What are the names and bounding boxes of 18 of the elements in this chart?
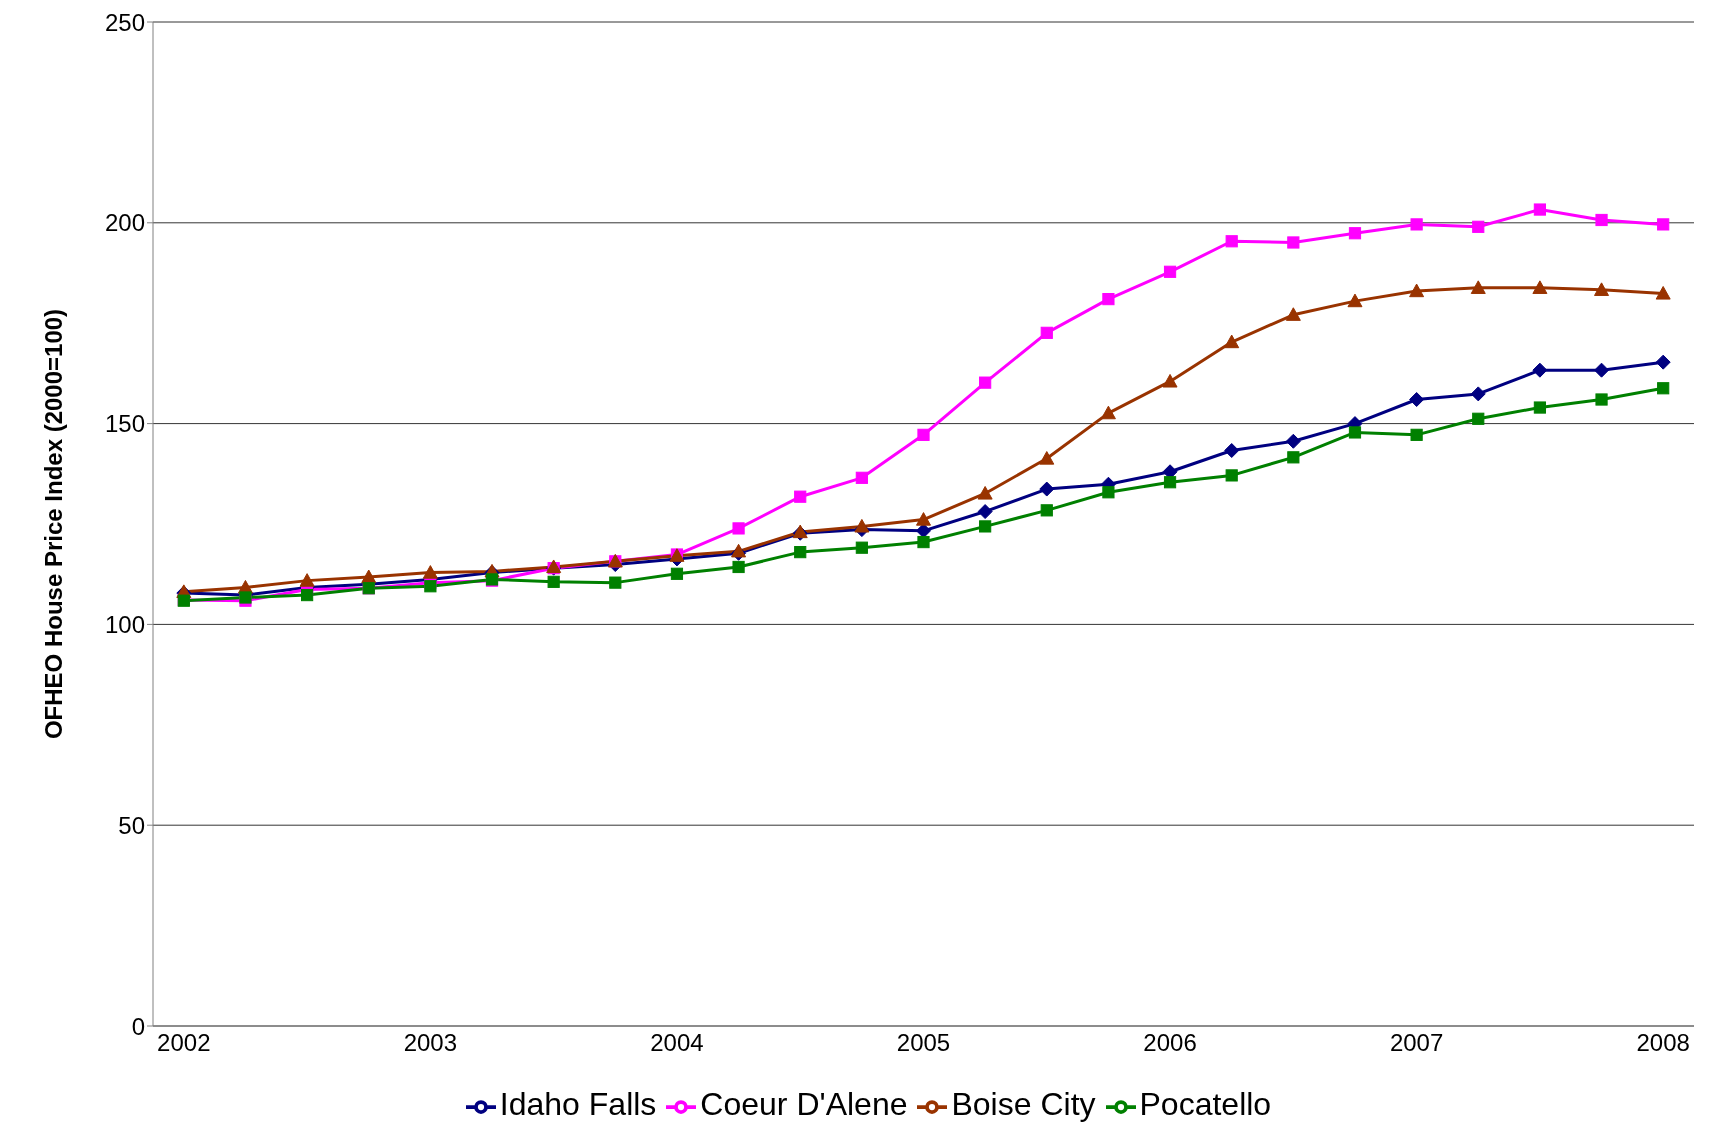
legend-label: Coeur D'Alene <box>700 1086 908 1122</box>
y-tick-label: 50 <box>118 811 145 839</box>
x-tick-label: 2008 <box>1636 1029 1690 1057</box>
y-tick-label: 100 <box>104 610 145 638</box>
legend-label: Boise City <box>951 1086 1096 1122</box>
y-tick-label: 250 <box>104 8 145 36</box>
legend-label: Pocatello <box>1139 1086 1272 1122</box>
y-tick-label: 0 <box>131 1012 145 1040</box>
legend-label: Idaho Falls <box>499 1086 657 1122</box>
y-axis-title: OFHEO House Price Index (2000=100) <box>39 308 67 740</box>
x-tick-label: 2003 <box>403 1029 458 1057</box>
y-tick-label: 150 <box>104 410 145 438</box>
y-tick-label: 200 <box>104 209 145 237</box>
x-tick-label: 2007 <box>1389 1029 1444 1057</box>
x-tick-label: 2005 <box>896 1029 951 1057</box>
x-tick-label: 2002 <box>157 1029 211 1057</box>
x-tick-label: 2006 <box>1143 1029 1197 1057</box>
x-tick-label: 2004 <box>650 1029 704 1057</box>
